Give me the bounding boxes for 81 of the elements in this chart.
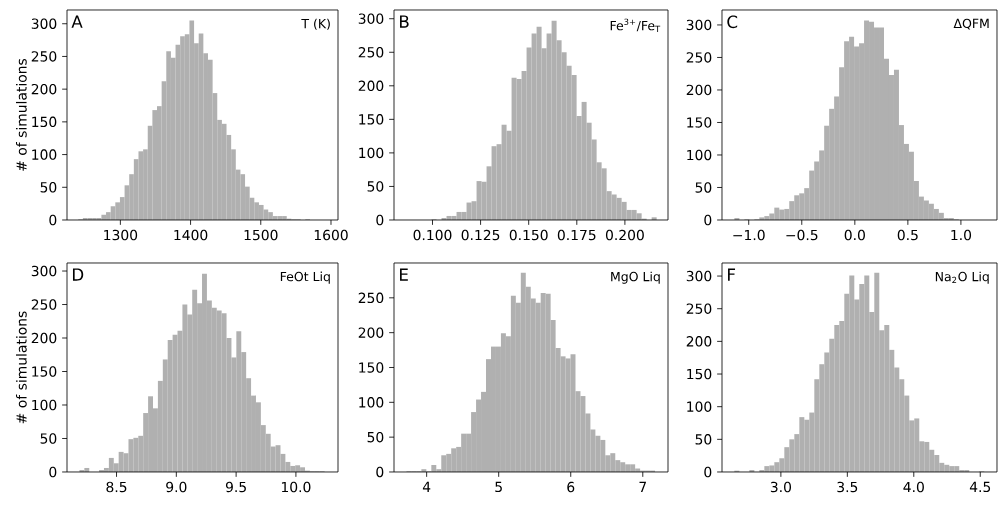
y-tick-label: 200 [31,332,57,344]
y-tick-label: 100 [359,147,384,159]
y-tick-label: 0 [704,466,712,478]
x-tick-label: 7 [639,481,647,492]
y-tick-label: 50 [367,431,384,443]
x-tick-label: 0.200 [605,229,644,241]
x-tick-label: 0.150 [509,229,548,241]
x-tick-label: −1.0 [733,229,765,241]
chart-title: A [71,15,83,28]
y-tick-label: 100 [32,399,57,411]
x-tick-label: 4.5 [969,481,991,493]
y-tick-label: 0 [49,466,57,478]
annotation: T (K) [301,18,330,30]
y-tick-label: 150 [687,368,712,380]
x-tick-label: 1.0 [951,229,972,241]
x-tick-label: 4.0 [903,481,924,493]
y-tick-label: 300 [358,13,384,24]
y-tick-label: 300 [686,19,712,31]
y-tick-label: 250 [358,47,384,58]
x-tick-label: 1600 [314,229,348,241]
y-tick-label: 100 [687,149,712,161]
y-tick-label: 300 [686,270,712,282]
y-tick-label: 50 [695,182,712,193]
y-tick-label: 300 [31,18,57,29]
y-tick-label: 0 [376,214,384,226]
y-tick-label: 150 [32,366,57,377]
y-tick-label: 250 [686,52,712,63]
x-tick-label: 0.125 [461,229,500,241]
y-tick-label: 200 [686,336,712,347]
y-tick-label: 150 [359,362,384,373]
chart-title: F [728,268,736,281]
x-tick-label: 0.100 [413,229,452,241]
y-tick-label: 150 [32,116,57,128]
x-tick-label: 1400 [174,229,208,241]
x-tick-label: 9.5 [225,481,246,493]
annotation: ΔQFM [953,18,989,30]
chart-title: D [72,268,84,281]
annotation: Na$_{2}$O Liq [935,271,989,284]
y-tick-label: 50 [40,182,57,193]
y-tick-label: 200 [686,84,712,96]
y-tick-label: 100 [359,397,384,408]
x-tick-label: −0.5 [786,229,818,241]
y-tick-label: 50 [367,181,384,192]
x-tick-label: 9.0 [166,481,187,493]
x-tick-label: 0.5 [897,229,918,241]
x-tick-label: 4 [422,481,431,492]
y-tick-label: 250 [686,303,712,314]
y-tick-label: 50 [40,433,57,444]
annotation: Fe$^{3+}$/Fe$_{T}$ [610,18,661,32]
x-tick-label: 3.0 [770,481,792,493]
y-tick-label: 250 [358,292,384,304]
y-axis-title: # of simulations [15,311,27,424]
y-tick-label: 0 [49,214,57,226]
x-tick-label: 5 [495,481,502,493]
y-tick-label: 150 [359,114,384,125]
x-tick-label: 3.5 [837,481,858,493]
x-tick-label: 0.175 [557,229,596,241]
y-tick-label: 200 [358,80,384,92]
x-tick-label: 6 [567,481,575,493]
y-tick-label: 200 [31,83,57,95]
y-tick-label: 250 [31,299,57,310]
x-tick-label: 8.5 [106,481,127,493]
y-tick-label: 300 [31,265,57,277]
y-tick-label: 150 [687,117,712,128]
x-tick-label: 1300 [104,229,138,241]
y-tick-label: 250 [31,51,57,62]
annotation: MgO Liq [611,271,660,284]
chart-title: C [727,15,738,29]
y-axis-title: # of simulations [15,58,27,171]
y-tick-label: 100 [687,401,712,412]
y-tick-label: 0 [376,466,384,478]
x-tick-label: 1500 [244,229,278,241]
y-tick-label: 50 [695,434,712,445]
y-tick-label: 0 [704,214,712,226]
x-tick-label: 0.0 [844,229,865,241]
annotation: FeOt Liq [280,271,330,284]
chart-title: B [400,15,409,28]
y-tick-label: 100 [32,149,57,160]
chart-title: E [400,268,408,281]
x-tick-label: 10.0 [281,481,311,493]
y-tick-label: 200 [358,327,384,338]
